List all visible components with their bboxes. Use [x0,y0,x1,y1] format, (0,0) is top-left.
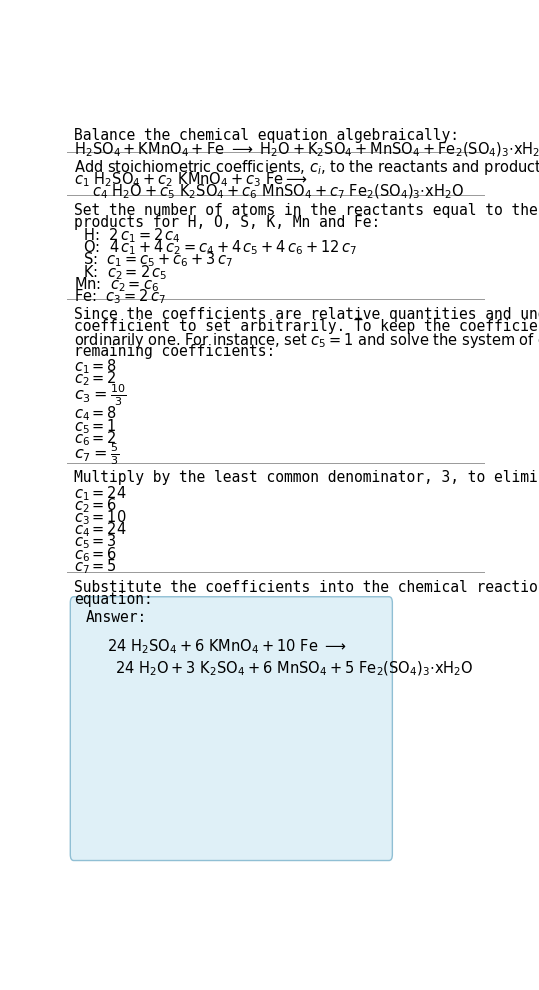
Text: $c_1 = 24$: $c_1 = 24$ [74,484,126,503]
Text: $c_5 = 1$: $c_5 = 1$ [74,417,116,436]
Text: $c_6 = 2$: $c_6 = 2$ [74,429,116,447]
Text: O:  $4\,c_1 + 4\,c_2 = c_4 + 4\,c_5 + 4\,c_6 + 12\,c_7$: O: $4\,c_1 + 4\,c_2 = c_4 + 4\,c_5 + 4\,… [74,239,357,257]
Text: $c_4 = 24$: $c_4 = 24$ [74,521,126,540]
Text: Mn:  $c_2 = c_6$: Mn: $c_2 = c_6$ [74,275,158,294]
Text: Set the number of atoms in the reactants equal to the number of atoms in the: Set the number of atoms in the reactants… [74,203,539,218]
Text: $c_3 = \frac{10}{3}$: $c_3 = \frac{10}{3}$ [74,382,126,408]
Text: Balance the chemical equation algebraically:: Balance the chemical equation algebraica… [74,128,459,143]
Text: equation:: equation: [74,592,153,607]
Text: S:  $c_1 = c_5 + c_6 + 3\,c_7$: S: $c_1 = c_5 + c_6 + 3\,c_7$ [74,250,233,269]
Text: $c_3 = 10$: $c_3 = 10$ [74,508,126,527]
Text: $\mathrm{H_2SO_4 + KMnO_4 + Fe \ \longrightarrow \ H_2O + K_2SO_4 + MnSO_4 + Fe_: $\mathrm{H_2SO_4 + KMnO_4 + Fe \ \longri… [74,141,539,158]
Text: $c_1\ \mathrm{H_2SO_4} + c_2\ \mathrm{KMnO_4} + c_3\ \mathrm{Fe} \longrightarrow: $c_1\ \mathrm{H_2SO_4} + c_2\ \mathrm{KM… [74,170,307,189]
Text: Multiply by the least common denominator, 3, to eliminate fractional coefficient: Multiply by the least common denominator… [74,470,539,485]
Text: Answer:: Answer: [86,610,148,625]
Text: H:  $2\,c_1 = 2\,c_4$: H: $2\,c_1 = 2\,c_4$ [74,227,181,245]
Text: Since the coefficients are relative quantities and underdetermined, choose a: Since the coefficients are relative quan… [74,307,539,322]
Text: $c_1 = 8$: $c_1 = 8$ [74,357,117,376]
Text: products for H, O, S, K, Mn and Fe:: products for H, O, S, K, Mn and Fe: [74,215,380,230]
Text: Fe:  $c_3 = 2\,c_7$: Fe: $c_3 = 2\,c_7$ [74,287,165,306]
Text: $c_4\ \mathrm{H_2O} + c_5\ \mathrm{K_2SO_4} + c_6\ \mathrm{MnSO_4} + c_7\ \mathr: $c_4\ \mathrm{H_2O} + c_5\ \mathrm{K_2SO… [93,183,465,201]
Text: $c_2 = 6$: $c_2 = 6$ [74,496,117,515]
Text: $c_7 = \frac{5}{3}$: $c_7 = \frac{5}{3}$ [74,442,119,467]
Text: $c_2 = 2$: $c_2 = 2$ [74,369,116,388]
Text: $c_7 = 5$: $c_7 = 5$ [74,557,116,576]
Text: $\mathrm{24\ H_2O + 3\ K_2SO_4 + 6\ MnSO_4 + 5\ Fe_2(SO_4)_3{\cdot}xH_2O}$: $\mathrm{24\ H_2O + 3\ K_2SO_4 + 6\ MnSO… [115,660,474,678]
Text: ordinarily one. For instance, set $c_5 = 1$ and solve the system of equations fo: ordinarily one. For instance, set $c_5 =… [74,332,539,350]
Text: Substitute the coefficients into the chemical reaction to obtain the balanced: Substitute the coefficients into the che… [74,580,539,595]
Text: $c_4 = 8$: $c_4 = 8$ [74,405,117,424]
Text: $\mathrm{24\ H_2SO_4 + 6\ KMnO_4 + 10\ Fe \ \longrightarrow}$: $\mathrm{24\ H_2SO_4 + 6\ KMnO_4 + 10\ F… [107,638,347,655]
Text: $c_5 = 3$: $c_5 = 3$ [74,533,116,551]
Text: coefficient to set arbitrarily. To keep the coefficients small, the arbitrary va: coefficient to set arbitrarily. To keep … [74,320,539,335]
FancyBboxPatch shape [70,597,392,860]
Text: $c_6 = 6$: $c_6 = 6$ [74,544,117,563]
Text: Add stoichiometric coefficients, $c_i$, to the reactants and products:: Add stoichiometric coefficients, $c_i$, … [74,158,539,177]
Text: remaining coefficients:: remaining coefficients: [74,344,275,358]
Text: K:  $c_2 = 2\,c_5$: K: $c_2 = 2\,c_5$ [74,263,167,281]
